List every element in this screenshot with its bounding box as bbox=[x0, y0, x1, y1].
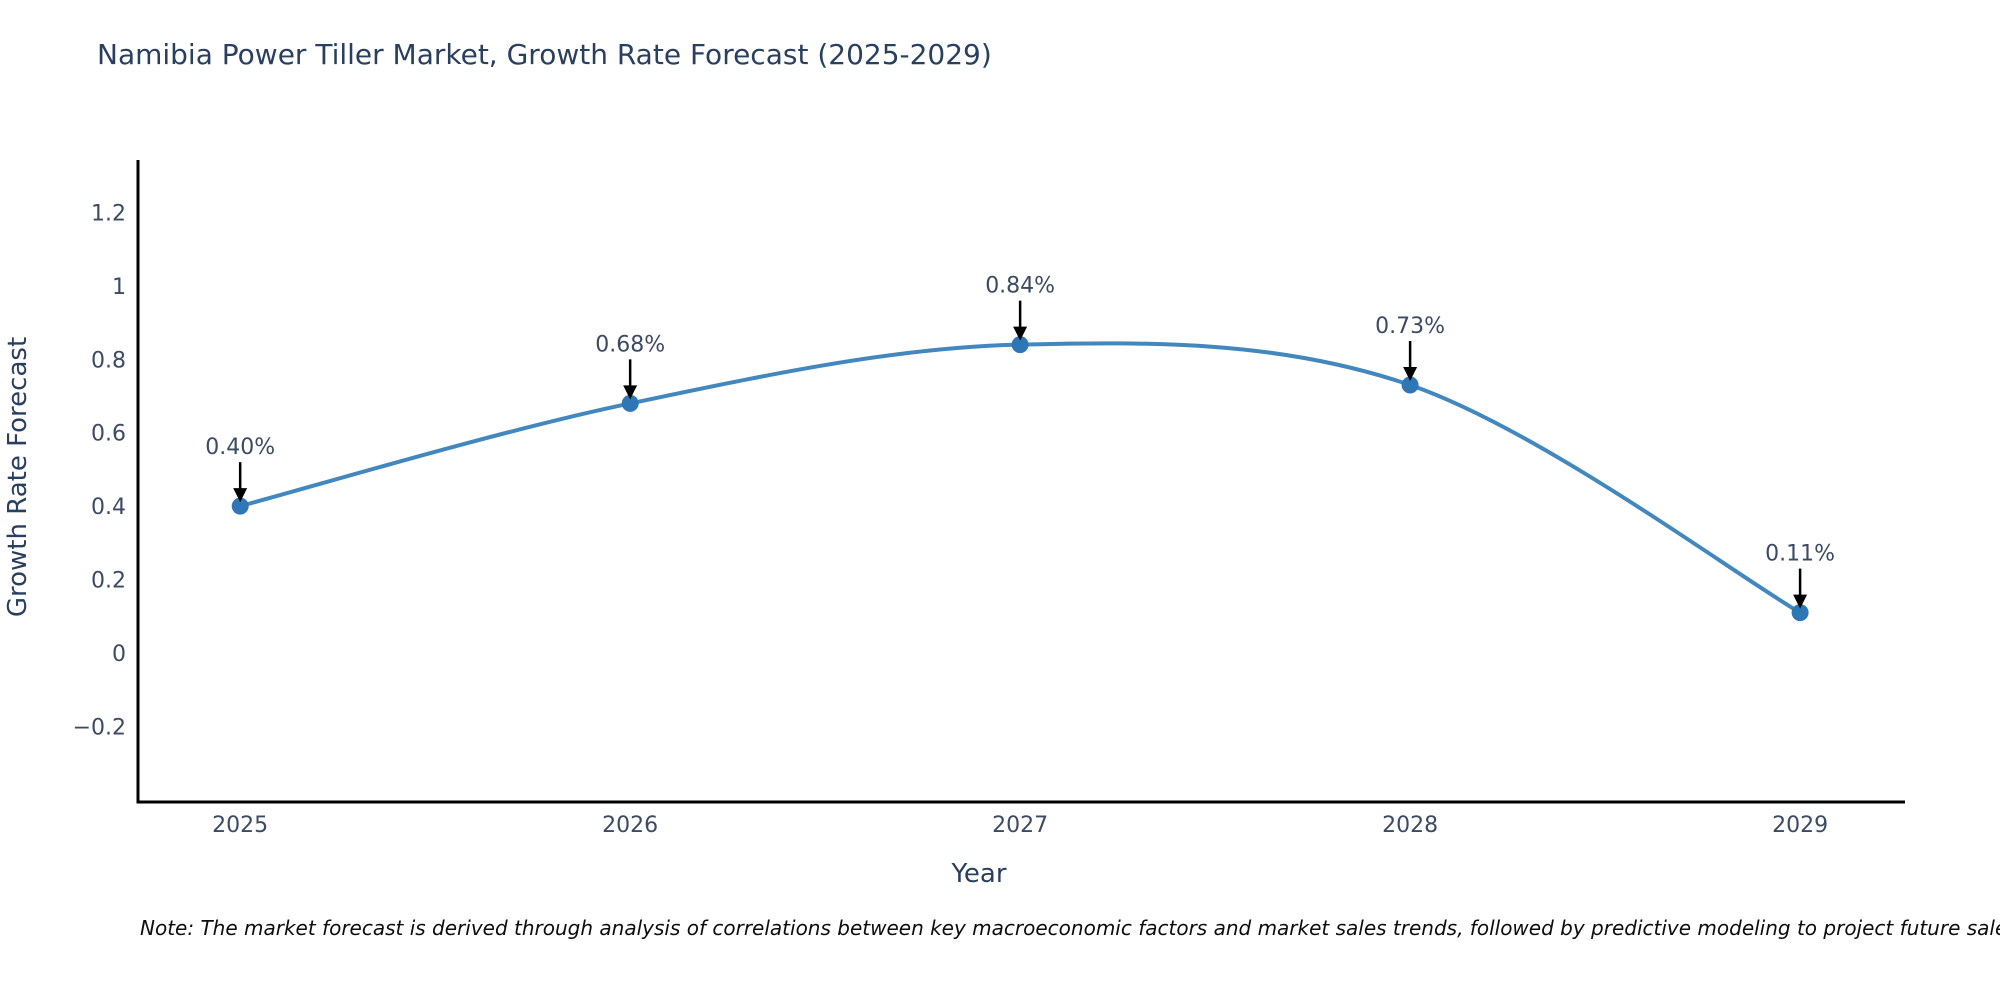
data-point-label: 0.68% bbox=[595, 332, 665, 357]
x-axis-tick-label: 2028 bbox=[1382, 813, 1438, 838]
data-point-marker[interactable] bbox=[1011, 336, 1029, 354]
x-axis-title: Year bbox=[950, 859, 1006, 889]
data-point-label: 0.40% bbox=[205, 435, 275, 460]
data-point-label: 0.84% bbox=[985, 274, 1055, 299]
x-axis-tick-label: 2029 bbox=[1772, 813, 1828, 838]
y-axis-tick-label: 1.2 bbox=[91, 201, 126, 226]
y-axis-tick-label: 1 bbox=[112, 275, 126, 300]
x-axis-tick-label: 2025 bbox=[212, 813, 268, 838]
data-point-marker[interactable] bbox=[231, 497, 249, 515]
x-axis-tick-label: 2027 bbox=[992, 813, 1048, 838]
data-point-label: 0.11% bbox=[1765, 542, 1835, 567]
y-axis-tick-label: −0.2 bbox=[73, 715, 126, 740]
data-point-marker[interactable] bbox=[1401, 376, 1419, 394]
data-point-marker[interactable] bbox=[1791, 604, 1809, 622]
y-axis-tick-label: 0.4 bbox=[91, 495, 126, 520]
y-axis-tick-label: 0.8 bbox=[91, 348, 126, 373]
growth-rate-line bbox=[239, 341, 1802, 615]
annotation-arrow-head bbox=[1013, 326, 1028, 341]
chart-title: Namibia Power Tiller Market, Growth Rate… bbox=[97, 38, 992, 71]
y-axis-tick-label: 0 bbox=[112, 642, 126, 667]
annotation-arrow-head bbox=[1793, 594, 1808, 609]
annotation-arrow-head bbox=[233, 488, 248, 503]
y-axis-title: Growth Rate Forecast bbox=[3, 337, 33, 617]
annotation-arrow-head bbox=[623, 385, 638, 400]
data-point-label: 0.73% bbox=[1375, 314, 1445, 339]
y-axis-tick-label: 0.2 bbox=[91, 569, 126, 594]
annotation-arrow-head bbox=[1403, 367, 1418, 382]
x-axis-tick-label: 2026 bbox=[602, 813, 658, 838]
footnote: Note: The market forecast is derived thr… bbox=[140, 916, 2000, 940]
data-point-marker[interactable] bbox=[621, 394, 639, 412]
y-axis-tick-label: 0.6 bbox=[91, 422, 126, 447]
